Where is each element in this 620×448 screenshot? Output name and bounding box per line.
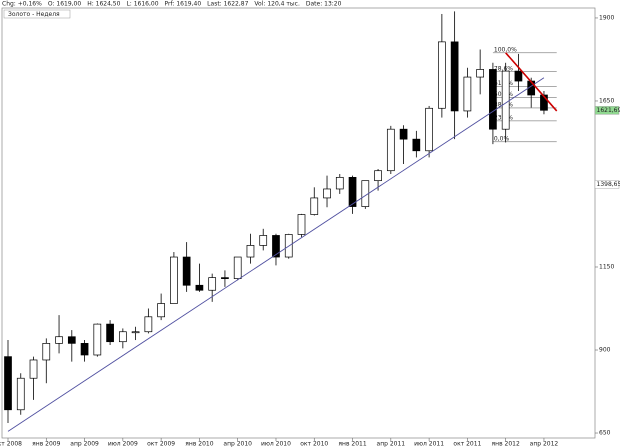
candle-body <box>118 331 127 343</box>
candle-body <box>144 316 153 333</box>
price-label: 1621,69 <box>597 107 620 114</box>
x-tick-label: апр 2012 <box>530 441 559 448</box>
y-tick-label: 1650 <box>599 97 614 104</box>
candle-body <box>157 303 165 318</box>
candle-body <box>195 284 204 291</box>
x-tick-label: апр 2010 <box>223 441 252 448</box>
candle-body <box>438 41 446 109</box>
price-label-box <box>594 180 620 189</box>
candle-body <box>335 176 344 190</box>
legend-entry: Золото - Неделя <box>8 11 60 18</box>
candle-body <box>399 128 408 140</box>
candle-body <box>489 69 497 130</box>
trend-line <box>505 52 558 112</box>
y-tick-label: 1900 <box>599 14 614 21</box>
candle-body <box>67 336 76 344</box>
legend-box <box>3 9 71 19</box>
price-label-box <box>594 106 620 115</box>
header-field: Prf: 1619,40 <box>165 1 202 8</box>
candle-body <box>4 356 12 411</box>
candle-body <box>476 69 485 78</box>
candle-body <box>425 107 433 152</box>
candle-body <box>259 235 268 246</box>
candle-body <box>272 235 280 258</box>
x-tick-label: июл 2009 <box>108 441 138 448</box>
price-label: 1398,65 <box>597 181 620 188</box>
candle-body <box>323 188 331 199</box>
x-tick-label: июл 2011 <box>414 441 444 448</box>
candle-body <box>93 323 102 356</box>
y-tick-label: 900 <box>599 347 611 354</box>
candle-body <box>514 70 523 82</box>
plot-frame <box>1 7 596 439</box>
candle-body <box>412 138 421 152</box>
candle-body <box>182 256 191 286</box>
x-tick-label: янв 2009 <box>32 441 60 448</box>
candle-body <box>374 170 382 182</box>
x-tick-label: июл 2010 <box>261 441 291 448</box>
candle-body <box>463 76 472 112</box>
candle-body <box>450 41 459 112</box>
fib-label: 100,0% <box>494 46 517 53</box>
candle-body <box>208 277 217 291</box>
candle-body <box>348 176 357 207</box>
fib-label: 0,0% <box>494 135 510 142</box>
candle-body <box>540 94 548 111</box>
candle-body <box>501 70 510 130</box>
y-tick-label: 1150 <box>599 263 614 270</box>
x-tick-label: янв 2010 <box>185 441 213 448</box>
x-tick-label: апр 2009 <box>70 441 99 448</box>
y-tick-label: 650 <box>599 430 611 437</box>
candle-body <box>80 343 89 356</box>
header-field: Last: 1622,87 <box>207 1 248 8</box>
header-field: Vol: 120,4 тыс. <box>254 1 300 8</box>
x-tick-label: окт 2010 <box>300 441 328 448</box>
x-tick-label: окт 2011 <box>453 441 481 448</box>
header-field: Date: 13:20 <box>306 1 342 8</box>
candle-body <box>386 128 395 172</box>
header-field: L: 1616,00 <box>126 1 158 8</box>
candle-body <box>170 256 178 304</box>
x-tick-label: янв 2012 <box>492 441 520 448</box>
candle-body <box>55 336 63 344</box>
candle-body <box>310 197 319 215</box>
header-field: O: 1619,00 <box>48 1 82 8</box>
candle-body <box>131 331 140 334</box>
candle-body <box>221 277 229 279</box>
x-tick-label: окт 2009 <box>147 441 175 448</box>
x-tick-label: окт 2008 <box>0 441 22 448</box>
candle-body <box>16 377 25 411</box>
trend-line <box>7 77 545 432</box>
candle-body <box>297 214 306 235</box>
candle-body <box>42 343 51 361</box>
header-field: H: 1624,50 <box>87 1 120 8</box>
candle-body <box>29 359 38 379</box>
candle-body <box>106 323 114 343</box>
x-tick-label: янв 2011 <box>338 441 366 448</box>
header-field: Chg: +0,16% <box>2 1 42 8</box>
candle-body <box>246 245 255 258</box>
candle-body <box>233 256 242 279</box>
x-tick-label: апр 2011 <box>377 441 406 448</box>
fib-label: 78,6% <box>494 65 513 72</box>
